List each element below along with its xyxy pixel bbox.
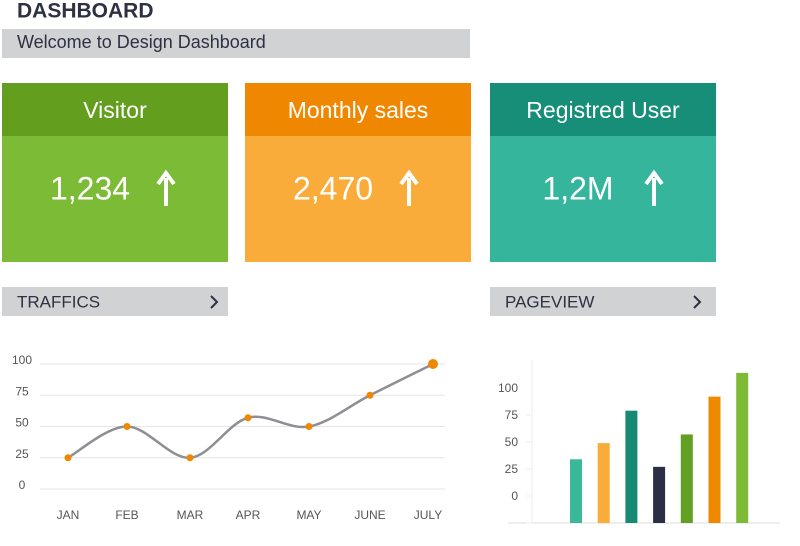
card-label: Monthly sales: [288, 97, 429, 123]
card-value: 1,2M: [542, 170, 613, 206]
x-tick-label: MAY: [296, 508, 321, 522]
bar: [708, 396, 721, 523]
y-tick-label: 0: [511, 489, 518, 503]
card-body: [490, 136, 716, 262]
x-tick-label: JUNE: [354, 508, 385, 522]
y-tick-label: 100: [498, 381, 518, 395]
point: [244, 414, 252, 422]
y-tick-label: 25: [505, 462, 519, 476]
x-tick-label: JULY: [414, 508, 442, 522]
x-tick-label: MAR: [177, 508, 204, 522]
section-title: TRAFFICS: [17, 292, 100, 311]
card-label: Visitor: [83, 97, 147, 123]
x-tick-label: FEB: [115, 508, 138, 522]
card-body: [245, 136, 471, 262]
card-header: [2, 83, 228, 136]
page-title: DASHBOARD: [17, 0, 154, 23]
y-tick-label: 50: [15, 416, 29, 430]
bar: [680, 434, 693, 523]
point: [428, 359, 438, 369]
bar: [736, 372, 749, 523]
y-tick-label: 0: [19, 478, 26, 492]
chevron: [693, 295, 702, 309]
point: [64, 454, 72, 462]
bar: [570, 459, 582, 523]
point: [123, 423, 131, 430]
section-bar[interactable]: [490, 287, 716, 316]
point: [366, 391, 374, 399]
card-value: 1,234: [50, 170, 130, 206]
y-tick-label: 75: [15, 384, 29, 398]
y-tick-label: 50: [505, 435, 519, 449]
card-header: [245, 83, 471, 136]
subtitle-bar: [2, 29, 470, 58]
chevron: [210, 295, 219, 309]
bar: [625, 410, 638, 523]
arrow-up: [156, 169, 176, 206]
card-label: Registred User: [526, 97, 680, 123]
card-header: [490, 83, 716, 136]
point: [186, 454, 194, 462]
card-value: 2,470: [293, 170, 373, 206]
arrow-up: [399, 169, 419, 206]
page-subtitle: Welcome to Design Dashboard: [17, 32, 266, 52]
y-tick-label: 75: [505, 408, 519, 422]
bar: [653, 466, 666, 523]
x-tick-label: APR: [236, 508, 261, 522]
bar: [597, 443, 610, 523]
arrow-up: [644, 169, 664, 206]
card-body: [2, 136, 228, 262]
line: [67, 362, 434, 460]
x-tick-label: JAN: [57, 508, 80, 522]
y-tick-label: 100: [12, 353, 32, 367]
y-tick-label: 25: [15, 447, 29, 461]
section-bar[interactable]: [2, 287, 228, 316]
section-title: PAGEVIEW: [505, 292, 594, 311]
point: [305, 423, 313, 430]
